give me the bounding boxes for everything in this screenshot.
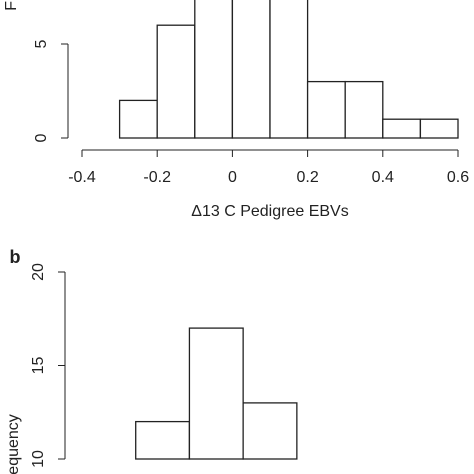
bar — [344, 80, 384, 139]
bar — [231, 0, 271, 139]
bar — [269, 0, 309, 139]
bar — [188, 327, 244, 460]
y-tick-label: 0 — [33, 133, 50, 142]
x-tick-label: 0.4 — [372, 169, 394, 186]
bar — [419, 118, 459, 139]
bar — [118, 99, 158, 139]
y-axis-label: Frequency — [5, 414, 22, 474]
y-tick-label: 5 — [33, 39, 50, 48]
bar — [156, 24, 196, 139]
x-tick-label: -0.2 — [143, 169, 171, 186]
bar — [135, 420, 191, 460]
y-axis-label: Frequency — [3, 0, 20, 11]
y-tick-label: 10 — [30, 450, 47, 468]
bar — [382, 118, 422, 139]
x-axis-label: Δ13 C Pedigree EBVs — [191, 203, 348, 220]
x-tick-label: 0 — [228, 169, 237, 186]
panel-label: b — [10, 247, 21, 267]
bar — [306, 80, 346, 139]
y-tick-label: 20 — [30, 263, 47, 281]
x-tick-label: 0.2 — [296, 169, 318, 186]
x-tick-label: 0.6 — [447, 169, 469, 186]
bar — [194, 0, 234, 139]
bar — [242, 402, 298, 460]
x-tick-label: -0.4 — [68, 169, 96, 186]
y-tick-label: 15 — [30, 357, 47, 375]
